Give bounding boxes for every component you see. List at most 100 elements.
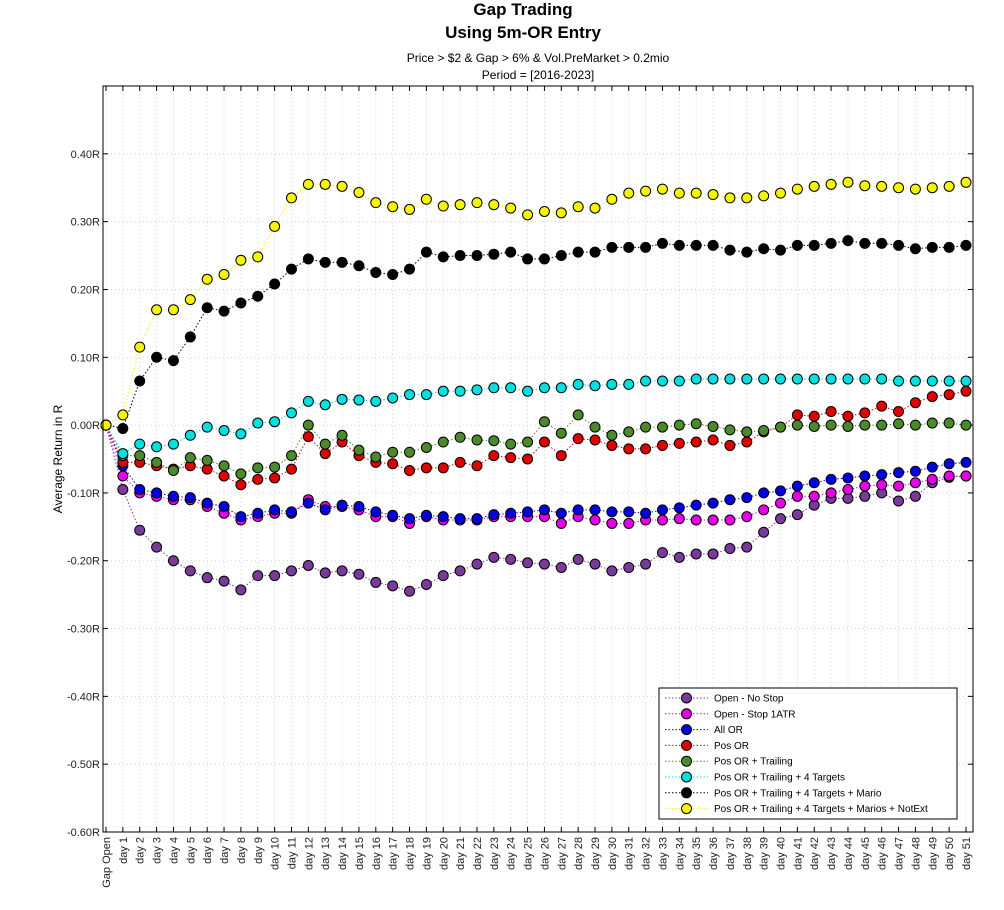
data-point <box>960 470 972 482</box>
data-point <box>876 400 888 412</box>
data-point <box>285 192 297 204</box>
data-point <box>471 460 483 472</box>
y-tick-label: -0.20R <box>67 556 100 568</box>
x-tick-label: day 11 <box>286 837 298 869</box>
series-line <box>105 378 966 455</box>
legend-marker <box>681 755 692 767</box>
data-point <box>656 375 668 387</box>
data-point <box>555 207 567 219</box>
data-point <box>538 205 550 217</box>
data-point <box>926 375 938 387</box>
y-tick-label: -0.50R <box>67 759 100 771</box>
data-point <box>909 490 921 502</box>
x-tick-label: day 46 <box>877 837 889 870</box>
x-tick-label: day 51 <box>961 837 973 870</box>
data-point <box>353 500 365 512</box>
data-point <box>943 180 955 192</box>
x-tick-label: day 16 <box>371 837 383 870</box>
data-point <box>758 526 770 538</box>
x-tick-label: day 15 <box>354 837 366 870</box>
data-point <box>589 202 601 214</box>
data-point <box>690 239 702 251</box>
data-point <box>184 294 196 306</box>
data-point <box>336 429 348 441</box>
data-point <box>269 278 281 290</box>
data-point <box>640 443 652 455</box>
data-point <box>471 384 483 396</box>
data-point <box>808 373 820 385</box>
data-point <box>842 235 854 247</box>
data-point <box>269 461 281 473</box>
data-point <box>184 565 196 577</box>
data-point <box>538 558 550 570</box>
data-point <box>488 382 500 394</box>
data-point <box>926 391 938 403</box>
data-point <box>370 395 382 407</box>
legend-marker <box>681 739 692 751</box>
data-point <box>943 375 955 387</box>
x-tick-label: day 39 <box>759 837 771 870</box>
data-point <box>808 420 820 432</box>
data-point <box>673 502 685 514</box>
x-tick-label: day 8 <box>236 837 248 864</box>
series-7 <box>100 235 972 434</box>
y-tick-label: 0.30R <box>71 217 100 229</box>
y-tick-label: -0.30R <box>67 624 100 636</box>
data-point <box>387 446 399 458</box>
x-tick-label: day 31 <box>624 837 636 870</box>
data-point <box>218 460 230 472</box>
data-point <box>201 454 213 466</box>
data-point <box>690 436 702 448</box>
x-tick-label: day 22 <box>472 837 484 870</box>
data-point <box>825 373 837 385</box>
data-point <box>673 437 685 449</box>
data-point <box>842 373 854 385</box>
data-point <box>690 187 702 199</box>
data-point <box>640 185 652 197</box>
data-point <box>285 263 297 275</box>
data-point <box>505 382 517 394</box>
data-point <box>437 570 449 582</box>
data-point <box>184 429 196 441</box>
data-point <box>909 465 921 477</box>
legend-item: Pos OR + Trailing <box>665 755 793 768</box>
data-point <box>437 462 449 474</box>
x-axis-ticks: Gap Open day 1 day 2 day 3 day 4 day 5 day 6 da… <box>101 86 973 888</box>
data-point <box>707 497 719 509</box>
data-point <box>808 239 820 251</box>
data-point <box>420 509 432 521</box>
data-point <box>640 421 652 433</box>
data-point <box>285 450 297 462</box>
x-tick-label: day 42 <box>809 837 821 870</box>
data-point <box>437 385 449 397</box>
data-point <box>302 497 314 509</box>
data-point <box>640 375 652 387</box>
data-point <box>404 389 416 401</box>
data-point <box>353 260 365 272</box>
data-point <box>572 504 584 516</box>
data-point <box>471 558 483 570</box>
data-point <box>454 456 466 468</box>
data-point <box>758 373 770 385</box>
data-point <box>387 392 399 404</box>
data-point <box>926 241 938 253</box>
legend-marker <box>681 708 692 720</box>
data-point <box>859 480 871 492</box>
data-point <box>640 241 652 253</box>
data-point <box>690 373 702 385</box>
data-point <box>909 375 921 387</box>
data-point <box>589 434 601 446</box>
data-point <box>623 562 635 574</box>
series-line <box>105 424 966 524</box>
data-point <box>758 425 770 437</box>
data-point <box>825 406 837 418</box>
series-8 <box>100 176 972 431</box>
data-point <box>893 480 905 492</box>
data-point <box>842 472 854 484</box>
data-point <box>960 419 972 431</box>
data-point <box>589 246 601 258</box>
legend-marker <box>681 771 692 783</box>
data-point <box>235 297 247 309</box>
data-point <box>791 490 803 502</box>
legend-item: Pos OR + Trailing + 4 Targets + Mario <box>665 787 882 799</box>
